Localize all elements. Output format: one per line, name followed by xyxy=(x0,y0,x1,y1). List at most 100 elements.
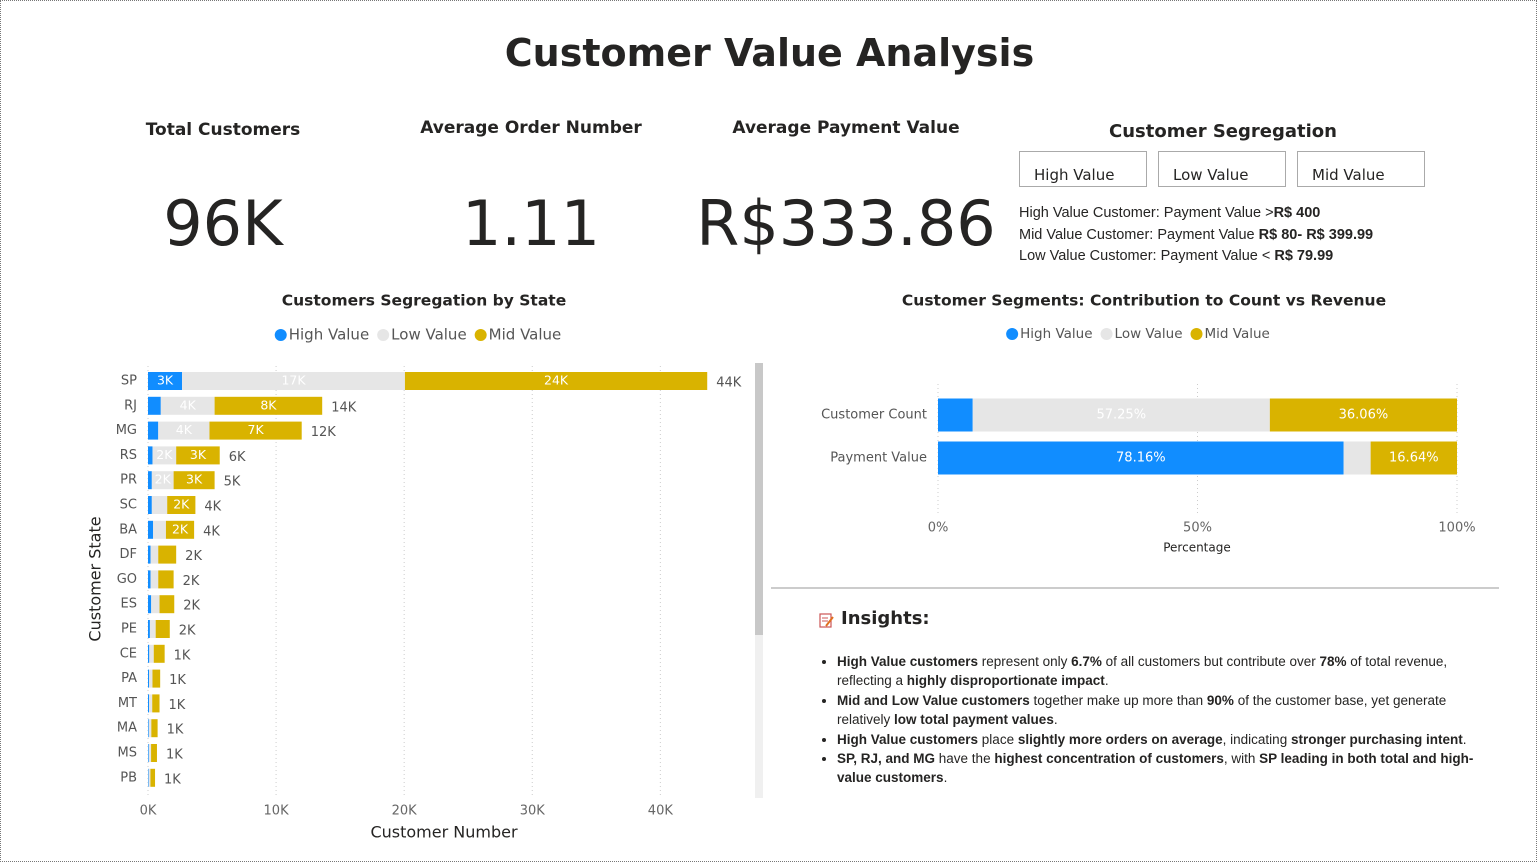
bar-segment xyxy=(149,644,154,663)
x-tick-label: 50% xyxy=(1183,521,1212,536)
category-label: PA xyxy=(121,671,137,686)
definition-value: R$ 79.99 xyxy=(1274,248,1334,264)
value-label: 2K xyxy=(173,497,190,512)
legend-swatch xyxy=(377,329,390,341)
bar-segment xyxy=(152,694,160,713)
bar-segment xyxy=(214,396,323,415)
value-label: 3K xyxy=(190,447,207,462)
total-label: 14K xyxy=(331,400,357,415)
legend-label: High Value xyxy=(1020,326,1092,342)
total-label: 1K xyxy=(164,772,181,787)
x-tick-label: 20K xyxy=(392,804,418,819)
bar-segment xyxy=(152,446,177,465)
insight-text: together make up more than xyxy=(1029,692,1207,708)
bar-segment xyxy=(150,570,159,589)
definition-label: Low Value Customer: Payment Value < xyxy=(1019,248,1275,264)
bar-segment xyxy=(148,669,150,688)
kpi-value: R$333.86 xyxy=(696,187,996,260)
bar-segment xyxy=(182,372,405,390)
total-label: 1K xyxy=(174,648,191,663)
bar-segment xyxy=(148,421,159,440)
chart-title: Customer Segments: Contribution to Count… xyxy=(902,292,1386,310)
kpi-value: 1.11 xyxy=(461,187,601,260)
bar-segment xyxy=(148,744,149,762)
definition-value: R$ 80- R$ 399.99 xyxy=(1258,227,1374,243)
bar-segment xyxy=(938,441,1344,475)
y-axis-label: Customer State xyxy=(86,516,105,641)
segregation-title: Customer Segregation xyxy=(1109,121,1337,142)
dashboard-title: Customer Value Analysis xyxy=(504,31,1035,75)
value-label: 3K xyxy=(157,373,174,388)
value-label: 2K xyxy=(156,447,173,462)
total-label: 4K xyxy=(204,500,221,515)
insight-text: High Value customers xyxy=(837,654,979,669)
definition: Mid Value Customer: Payment Value R$ 80-… xyxy=(1019,227,1373,243)
value-label: 17K xyxy=(281,373,306,388)
insight-text: Mid and Low Value customers xyxy=(837,692,1030,708)
definition: High Value Customer: Payment Value >R$ 4… xyxy=(1019,205,1320,221)
bar-segment xyxy=(159,595,175,614)
total-label: 5K xyxy=(224,475,241,490)
bar-segment xyxy=(151,471,174,490)
bar-segment xyxy=(209,421,302,440)
insight-text: High Value customers xyxy=(837,731,979,747)
insights-list: High Value customers represent only 6.7%… xyxy=(823,652,1487,788)
segment-button[interactable]: Mid Value xyxy=(1297,151,1425,187)
bar-segment xyxy=(149,694,153,713)
legend-label: Mid Value xyxy=(1205,326,1270,342)
category-label: RS xyxy=(120,448,137,463)
bar-segment xyxy=(148,768,151,787)
bar-segment xyxy=(148,644,150,663)
scrollbar-thumb xyxy=(755,363,763,635)
insight-text: highly disproportionate impact xyxy=(906,673,1105,689)
definition-label: High Value Customer: Payment Value > xyxy=(1019,205,1274,221)
category-label: SP xyxy=(121,374,137,389)
definition: Low Value Customer: Payment Value < R$ 7… xyxy=(1019,248,1333,264)
legend-swatch xyxy=(1100,328,1113,340)
bar-segment xyxy=(151,744,157,762)
insight-text: of the customer base, yet generate relat… xyxy=(837,692,1451,728)
segment-button[interactable]: High Value xyxy=(1019,151,1147,187)
category-label: SC xyxy=(120,498,137,513)
bar-segment xyxy=(972,398,1270,432)
bar-segment xyxy=(148,719,152,738)
total-label: 2K xyxy=(185,549,202,564)
kpi-title: Average Order Number xyxy=(420,118,642,138)
definition-label: Mid Value Customer: Payment Value xyxy=(1019,227,1259,243)
insight: SP, RJ, and MG have the highest concentr… xyxy=(837,749,1487,788)
bar-segment xyxy=(160,396,215,415)
legend-label: Low Value xyxy=(391,326,467,344)
segment-button[interactable]: Low Value xyxy=(1158,151,1286,187)
insight-text: , with xyxy=(1223,751,1260,767)
bar-segment xyxy=(165,520,195,539)
kpi-title: Total Customers xyxy=(145,120,301,140)
insight-text: . xyxy=(1462,731,1467,747)
x-axis-label: Percentage xyxy=(1163,541,1231,555)
category-label: PE xyxy=(121,622,137,637)
insight: Mid and Low Value customers together mak… xyxy=(837,691,1487,730)
insight-text: slightly more orders on average xyxy=(1017,731,1223,747)
bar-segment xyxy=(1370,441,1457,475)
legend-swatch xyxy=(274,329,287,341)
kpi-value: 96K xyxy=(163,187,283,260)
bar-segment xyxy=(151,595,160,614)
value-label: 57.25% xyxy=(1096,408,1146,423)
total-label: 2K xyxy=(183,574,200,589)
bar-segment xyxy=(158,545,177,564)
legend-label: High Value xyxy=(289,326,369,344)
x-tick-label: 10K xyxy=(264,804,290,819)
x-tick-label: 40K xyxy=(648,804,674,819)
insight-text: have the xyxy=(935,751,995,767)
bar-segment xyxy=(153,644,165,663)
insight-text: low total payment values xyxy=(894,712,1054,728)
bar-segment xyxy=(148,520,154,539)
value-label: 2K xyxy=(155,472,172,487)
legend: High Value Low Value Mid Value xyxy=(274,326,561,344)
bar-segment xyxy=(149,620,156,638)
insight-text: of all customers but contribute over xyxy=(1101,654,1320,669)
x-tick-label: 100% xyxy=(1438,521,1475,536)
bar-segment xyxy=(1343,441,1371,475)
insight-text: SP, RJ, and MG xyxy=(837,751,936,767)
